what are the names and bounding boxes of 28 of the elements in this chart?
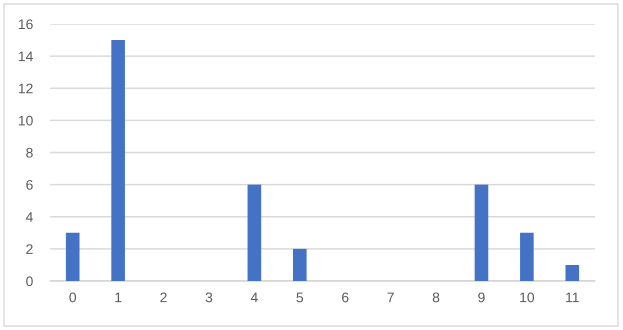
x-tick-label: 10: [520, 292, 534, 302]
bar: [292, 248, 307, 281]
y-tick-label: 4: [26, 212, 33, 222]
bar: [474, 184, 488, 281]
x-tick-label: 2: [160, 292, 167, 302]
bar: [248, 184, 262, 281]
y-tick-label: 10: [18, 116, 33, 126]
x-tick-label: 3: [206, 292, 212, 302]
x-tick-label: 11: [566, 292, 579, 302]
x-tick-label: 8: [432, 292, 440, 302]
y-tick-label: 8: [26, 148, 33, 158]
y-tick-label: 12: [18, 84, 33, 94]
x-tick-label: 6: [342, 292, 348, 302]
bar: [565, 264, 580, 281]
y-tick-label: 16: [18, 19, 33, 30]
y-tick-label: 2: [26, 244, 33, 254]
x-tick-label: 9: [478, 292, 485, 302]
x-tick-label: 0: [69, 292, 76, 302]
bar: [111, 40, 125, 281]
x-tick-label: 4: [250, 292, 258, 302]
x-tick-label: 1: [115, 292, 122, 302]
x-tick-label: 7: [387, 292, 394, 302]
y-tick-label: 6: [26, 180, 33, 190]
x-tick-label: 5: [296, 292, 304, 302]
bar: [520, 232, 534, 281]
y-tick-label: 14: [18, 52, 33, 62]
bar: [66, 232, 80, 281]
y-tick-label: 0: [26, 276, 33, 286]
